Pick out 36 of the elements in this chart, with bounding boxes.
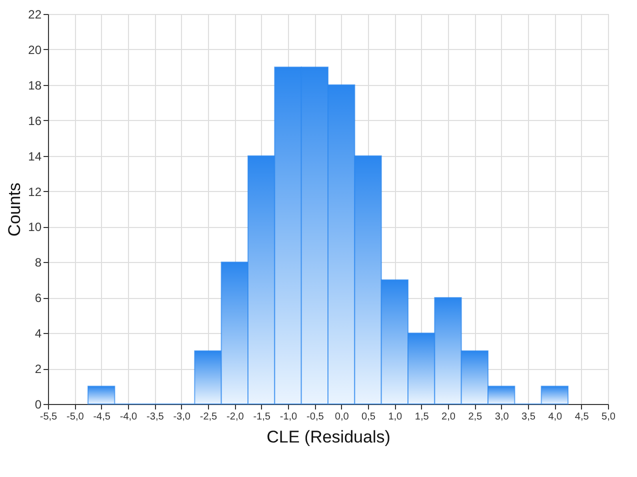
y-tick-label: 6 xyxy=(34,291,42,306)
y-axis-title: Counts xyxy=(5,182,24,236)
x-tick-label: -4,0 xyxy=(120,412,138,422)
x-tick-label: 3,5 xyxy=(522,412,536,422)
x-tick-label: -1,5 xyxy=(253,412,271,422)
x-tick-label: 4,5 xyxy=(574,412,590,422)
y-tick-label: 2 xyxy=(34,362,42,376)
y-tick-label: 8 xyxy=(34,256,42,270)
x-tick-label: 2,0 xyxy=(442,412,456,422)
x-tick-label: 3,0 xyxy=(494,412,510,422)
x-tick-label: -4,5 xyxy=(93,412,111,422)
y-tick-label: 14 xyxy=(28,149,42,164)
x-tick-label: 2,5 xyxy=(468,412,483,422)
x-tick-label: -1,0 xyxy=(280,412,298,422)
x-tick-label: 0,5 xyxy=(362,412,376,422)
x-tick-label: 5,0 xyxy=(602,412,616,422)
y-tick-label: 16 xyxy=(28,114,42,128)
y-tick-label: 10 xyxy=(28,220,42,234)
y-tick-label: 22 xyxy=(28,8,42,22)
x-tick-label: -2,0 xyxy=(226,412,244,422)
x-tick-label: 1,5 xyxy=(414,412,430,422)
x-tick-label: -5,0 xyxy=(66,412,84,422)
x-tick-label: -3,5 xyxy=(146,412,164,422)
x-tick-label: -3,0 xyxy=(173,412,191,422)
x-tick-label: 1,0 xyxy=(388,412,403,422)
y-tick-label: 18 xyxy=(28,78,42,92)
x-tick-label: -5,5 xyxy=(40,412,58,422)
x-tick-label: 0,0 xyxy=(334,412,350,422)
x-axis-title: CLE (Residuals) xyxy=(266,428,390,446)
y-tick-label: 4 xyxy=(34,326,42,341)
x-tick-label: -0,5 xyxy=(306,412,324,422)
x-tick-label: -2,5 xyxy=(200,412,218,422)
x-tick-label: 4,0 xyxy=(548,412,563,422)
y-tick-label: 12 xyxy=(28,184,42,199)
y-tick-label: 20 xyxy=(28,42,42,57)
y-tick-label: 0 xyxy=(34,398,42,412)
